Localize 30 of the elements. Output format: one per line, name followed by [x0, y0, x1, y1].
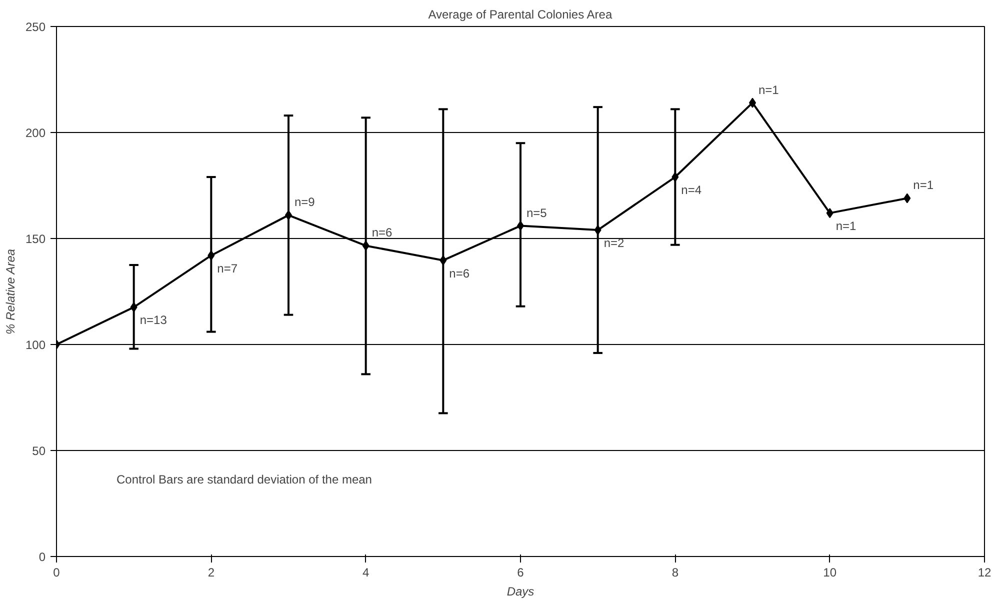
point	[904, 193, 911, 204]
chart-title: Average of Parental Colonies Area	[428, 8, 612, 22]
x-tick-label: 0	[53, 566, 60, 580]
annotation: n=6	[372, 226, 393, 240]
annotation: Control Bars are standard deviation of the mean	[116, 472, 372, 486]
annotation: n=9	[294, 195, 316, 210]
x-tick-label: 4	[362, 566, 370, 580]
y-tick-label: 100	[25, 338, 46, 352]
annotation: n=7	[217, 261, 238, 276]
annotation: n=1	[836, 219, 857, 234]
annotation: n=4	[681, 183, 702, 198]
x-axis-title: Days	[506, 584, 534, 598]
x-tick-label: 12	[978, 566, 992, 580]
annotation: n=1	[758, 82, 780, 97]
x-tick-label: 8	[672, 566, 679, 580]
annotation: n=13	[140, 313, 168, 328]
annotation: n=6	[449, 266, 470, 280]
x-tick-label: 10	[823, 566, 837, 580]
point	[826, 208, 834, 218]
y-axis-title: % Relative Area	[3, 248, 18, 335]
y-tick-label: 200	[25, 126, 46, 140]
y-tick-label: 150	[25, 232, 46, 246]
annotation: n=5	[526, 206, 548, 220]
annotation: n=1	[913, 178, 934, 192]
y-tick-label: 50	[32, 444, 46, 458]
x-tick-label: 2	[208, 566, 215, 580]
x-tick-label: 6	[517, 566, 524, 580]
y-tick-label: 0	[38, 550, 46, 564]
y-tick-label: 250	[25, 20, 46, 34]
annotation: n=2	[604, 236, 625, 250]
